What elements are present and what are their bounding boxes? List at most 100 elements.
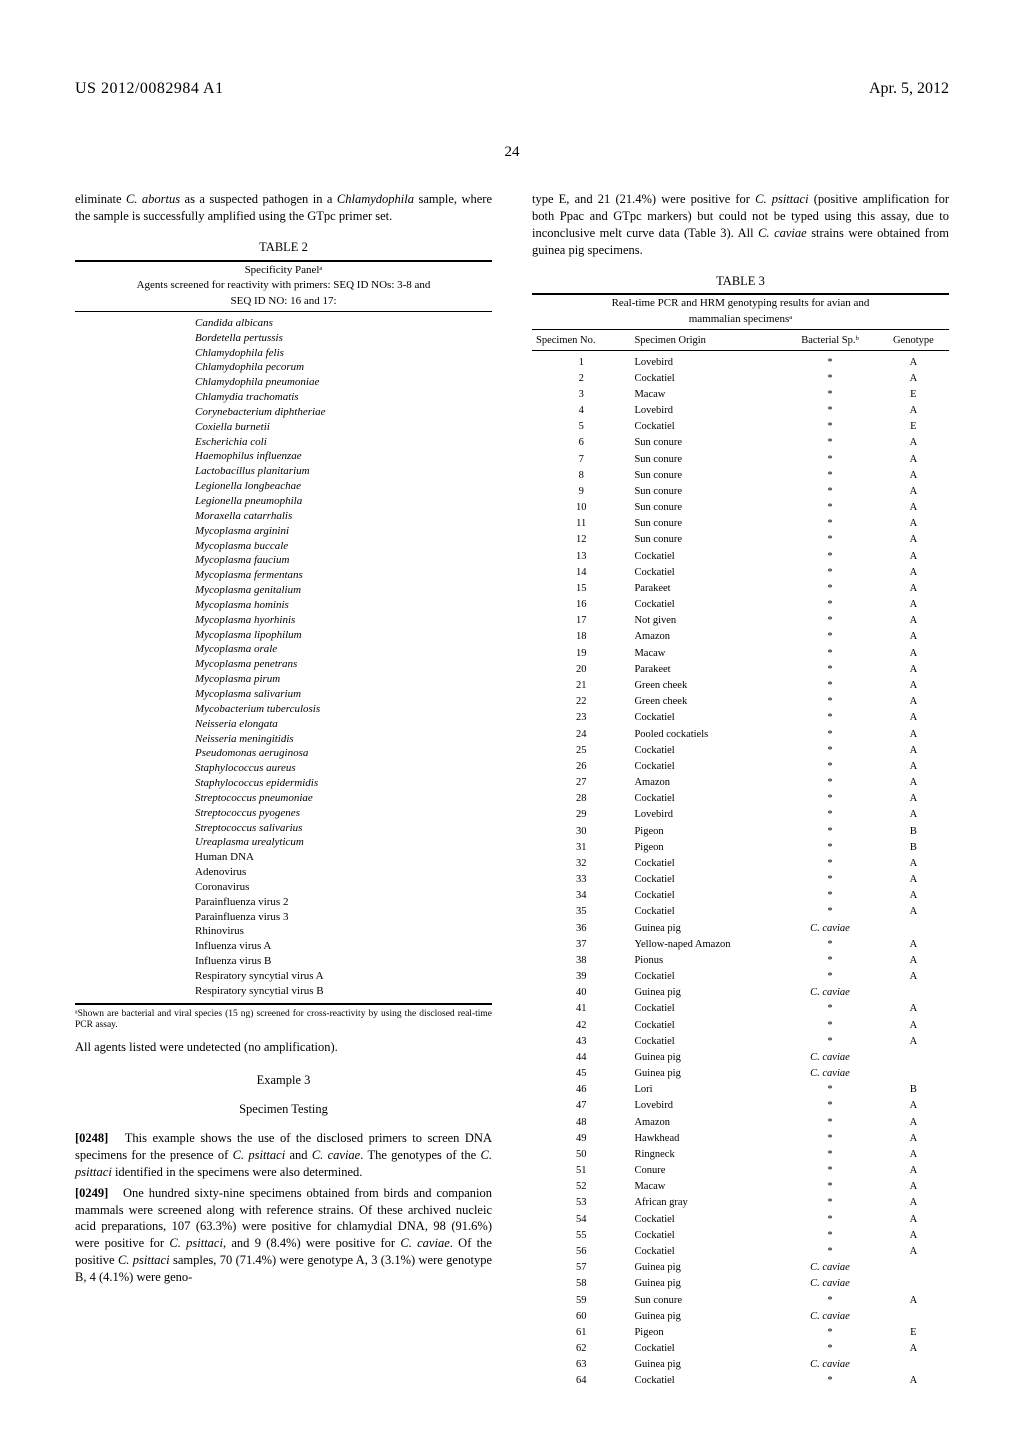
cell-specimen-no: 62 <box>532 1341 630 1357</box>
specificity-item: Mycoplasma arginini <box>195 524 492 539</box>
cell-bacterial-sp: * <box>782 1373 878 1389</box>
cell-bacterial-sp: * <box>782 1147 878 1163</box>
specificity-item: Respiratory syncytial virus A <box>195 969 492 984</box>
table-row: 12Sun conure*A <box>532 532 949 548</box>
table-row: 42Cockatiel*A <box>532 1018 949 1034</box>
table-row: 53African gray*A <box>532 1195 949 1211</box>
cell-genotype: A <box>878 1131 949 1147</box>
table-row: 35Cockatiel*A <box>532 904 949 920</box>
cell-genotype: A <box>878 662 949 678</box>
cell-specimen-no: 37 <box>532 937 630 953</box>
cell-genotype: A <box>878 1001 949 1017</box>
cell-specimen-origin: Lovebird <box>630 355 782 371</box>
table-row: 36Guinea pigC. caviae <box>532 921 949 937</box>
cell-bacterial-sp: * <box>782 484 878 500</box>
th-genotype: Genotype <box>878 332 949 351</box>
specificity-item: Mycoplasma salivarium <box>195 687 492 702</box>
table-row: 18Amazon*A <box>532 629 949 645</box>
cell-genotype: A <box>878 775 949 791</box>
intro-paragraph: eliminate C. abortus as a suspected path… <box>75 191 492 225</box>
table-row: 61Pigeon*E <box>532 1325 949 1341</box>
table-row: 8Sun conure*A <box>532 468 949 484</box>
cell-genotype: A <box>878 694 949 710</box>
patent-date: Apr. 5, 2012 <box>869 80 949 98</box>
cell-genotype: A <box>878 435 949 451</box>
cell-genotype: A <box>878 484 949 500</box>
table-row: 64Cockatiel*A <box>532 1373 949 1389</box>
cell-bacterial-sp: * <box>782 775 878 791</box>
cell-genotype: A <box>878 1341 949 1357</box>
specificity-item: Staphylococcus epidermidis <box>195 776 492 791</box>
cell-specimen-origin: Lori <box>630 1082 782 1098</box>
table-row: 44Guinea pigC. caviae <box>532 1050 949 1066</box>
table-row: 40Guinea pigC. caviae <box>532 985 949 1001</box>
cell-specimen-origin: Green cheek <box>630 678 782 694</box>
cell-bacterial-sp: * <box>782 1195 878 1211</box>
cell-genotype: A <box>878 1115 949 1131</box>
table-row: 24Pooled cockatiels*A <box>532 727 949 743</box>
cell-specimen-origin: Lovebird <box>630 1098 782 1114</box>
cell-genotype: A <box>878 629 949 645</box>
cell-bacterial-sp: * <box>782 1082 878 1098</box>
table-row: 49Hawkhead*A <box>532 1131 949 1147</box>
specificity-item: Mycoplasma lipophilum <box>195 628 492 643</box>
cell-specimen-no: 52 <box>532 1179 630 1195</box>
cell-specimen-origin: Cockatiel <box>630 565 782 581</box>
cell-specimen-origin: Guinea pig <box>630 1260 782 1276</box>
table-row: 48Amazon*A <box>532 1115 949 1131</box>
cell-specimen-no: 59 <box>532 1293 630 1309</box>
specificity-item: Corynebacterium diphtheriae <box>195 405 492 420</box>
specificity-item: Legionella longbeachae <box>195 479 492 494</box>
table-row: 30Pigeon*B <box>532 824 949 840</box>
cell-genotype: B <box>878 840 949 856</box>
cell-specimen-origin: Cockatiel <box>630 872 782 888</box>
table2-footnote: ᵃShown are bacterial and viral species (… <box>75 1009 492 1032</box>
cell-bacterial-sp: * <box>782 629 878 645</box>
cell-genotype: A <box>878 532 949 548</box>
cell-specimen-origin: Lovebird <box>630 807 782 823</box>
cell-bacterial-sp: * <box>782 565 878 581</box>
table2-rule-top <box>75 260 492 262</box>
cell-specimen-origin: Lovebird <box>630 403 782 419</box>
table-row: 31Pigeon*B <box>532 840 949 856</box>
table3-label: TABLE 3 <box>532 273 949 290</box>
table2-caption1: Specificity Panelᵃ <box>75 264 492 278</box>
cell-specimen-origin: Guinea pig <box>630 921 782 937</box>
table-row: 26Cockatiel*A <box>532 759 949 775</box>
table-row: 17Not given*A <box>532 613 949 629</box>
cell-bacterial-sp: * <box>782 387 878 403</box>
cell-genotype: A <box>878 403 949 419</box>
table-row: 3Macaw*E <box>532 387 949 403</box>
specificity-item: Human DNA <box>195 850 492 865</box>
cell-specimen-no: 10 <box>532 500 630 516</box>
table-row: 60Guinea pigC. caviae <box>532 1309 949 1325</box>
cell-genotype: A <box>878 791 949 807</box>
cell-specimen-no: 50 <box>532 1147 630 1163</box>
cell-genotype: A <box>878 371 949 387</box>
example3-heading: Example 3 <box>75 1072 492 1089</box>
cell-specimen-origin: Hawkhead <box>630 1131 782 1147</box>
cell-specimen-no: 7 <box>532 452 630 468</box>
cell-bacterial-sp: * <box>782 549 878 565</box>
table-row: 34Cockatiel*A <box>532 888 949 904</box>
cell-specimen-origin: Sun conure <box>630 500 782 516</box>
cell-bacterial-sp: * <box>782 452 878 468</box>
cell-specimen-origin: Sun conure <box>630 435 782 451</box>
cell-genotype: A <box>878 937 949 953</box>
table-row: 4Lovebird*A <box>532 403 949 419</box>
table-row: 58Guinea pigC. caviae <box>532 1276 949 1292</box>
cell-specimen-origin: Conure <box>630 1163 782 1179</box>
cell-specimen-no: 56 <box>532 1244 630 1260</box>
cell-specimen-origin: Amazon <box>630 775 782 791</box>
cell-specimen-origin: Ringneck <box>630 1147 782 1163</box>
table-row: 23Cockatiel*A <box>532 710 949 726</box>
cell-specimen-origin: Green cheek <box>630 694 782 710</box>
cell-specimen-no: 54 <box>532 1212 630 1228</box>
specificity-item: Chlamydophila pneumoniae <box>195 375 492 390</box>
cell-specimen-origin: Cockatiel <box>630 710 782 726</box>
cell-bacterial-sp: * <box>782 759 878 775</box>
cell-specimen-origin: Not given <box>630 613 782 629</box>
cell-bacterial-sp: C. caviae <box>782 1050 878 1066</box>
cell-specimen-no: 31 <box>532 840 630 856</box>
specificity-item: Mycoplasma buccale <box>195 539 492 554</box>
